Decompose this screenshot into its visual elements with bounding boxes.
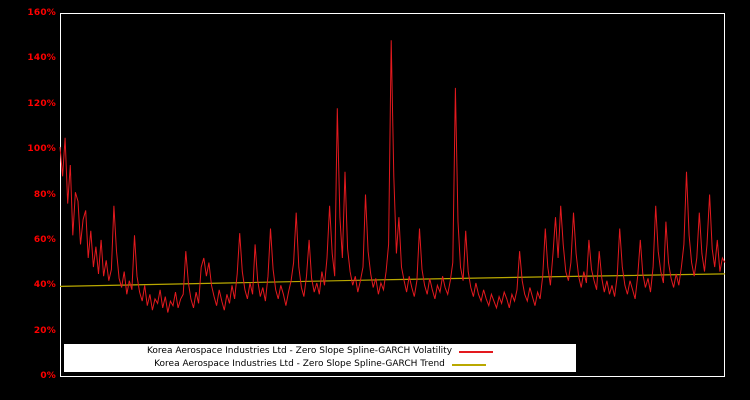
y-tick-label: 20%	[33, 325, 56, 336]
y-tick-label: 60%	[33, 234, 56, 245]
legend-swatch-volatility	[459, 350, 494, 353]
legend-swatch-trend	[451, 363, 486, 366]
y-axis: 160% 140% 120% 100% 80% 60% 40% 20% 0%	[0, 7, 56, 382]
y-tick-label: 160%	[27, 8, 56, 18]
legend: Korea Aerospace Industries Ltd - Zero Sl…	[64, 344, 576, 372]
legend-label-volatility: Korea Aerospace Industries Ltd - Zero Sl…	[146, 346, 453, 356]
plot-frame	[60, 13, 725, 377]
y-tick-label: 0%	[40, 371, 56, 381]
series-lines	[59, 40, 726, 313]
legend-label-trend: Korea Aerospace Industries Ltd - Zero Sl…	[154, 359, 445, 369]
legend-item-trend: Korea Aerospace Industries Ltd - Zero Sl…	[64, 358, 576, 371]
y-tick-label: 100%	[27, 144, 56, 155]
y-tick-label: 140%	[27, 53, 56, 64]
y-tick-label: 40%	[33, 280, 56, 291]
y-tick-label: 80%	[33, 189, 56, 200]
legend-item-volatility: Korea Aerospace Industries Ltd - Zero Sl…	[64, 345, 576, 358]
y-tick-label: 120%	[27, 98, 56, 109]
